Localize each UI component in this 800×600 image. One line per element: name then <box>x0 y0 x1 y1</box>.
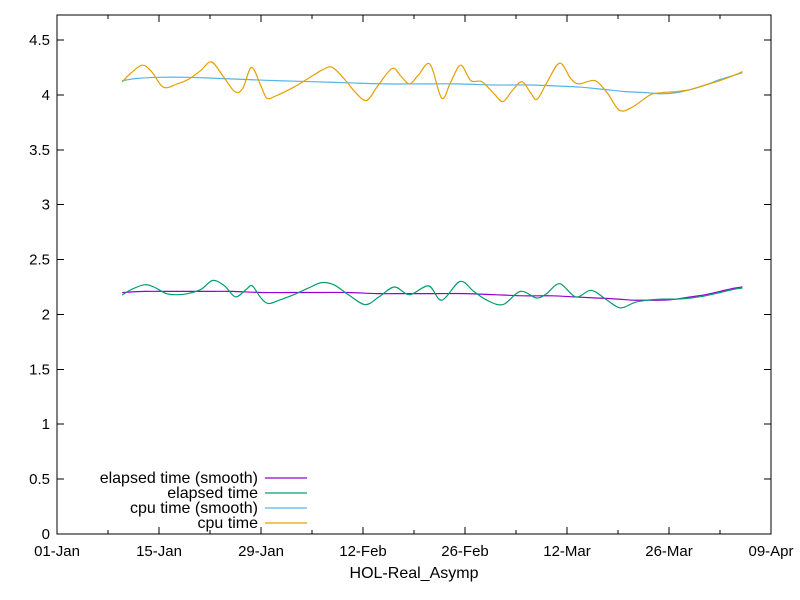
x-tick-label: 29-Jan <box>238 543 284 560</box>
legend-label-cpu-time: cpu time <box>198 515 259 532</box>
y-tick-label: 4 <box>42 87 50 104</box>
y-tick-label: 2 <box>42 306 50 323</box>
legend-label-elapsed-time-smooth: elapsed time (smooth) <box>100 470 258 487</box>
legend-entry-cpu-time-smooth: cpu time (smooth) <box>130 500 307 517</box>
legend-entry-cpu-time: cpu time <box>198 515 307 532</box>
x-tick-label: 12-Feb <box>339 543 387 560</box>
x-tick-label: 12-Mar <box>543 543 591 560</box>
series-line-elapsed-time-smooth <box>122 286 743 301</box>
y-tick-label: 0.5 <box>29 471 50 488</box>
axis-tick-labels: 01-Jan 15-Jan 29-Jan 12-Feb 26-Feb 12-Mar 26-M… <box>29 32 793 560</box>
x-tick-label: 15-Jan <box>136 543 182 560</box>
y-tick-label: 1 <box>42 416 50 433</box>
y-tick-label: 0 <box>42 526 50 543</box>
axis-ticks <box>56 15 772 535</box>
y-tick-label: 2.5 <box>29 252 50 269</box>
legend-label-elapsed-time: elapsed time <box>167 485 258 502</box>
y-tick-label: 3 <box>42 197 50 214</box>
x-tick-label: 09-Apr <box>748 543 793 560</box>
x-tick-label: 26-Mar <box>645 543 693 560</box>
y-tick-label: 4.5 <box>29 32 50 49</box>
legend-entry-elapsed-time-smooth: elapsed time (smooth) <box>100 470 307 487</box>
series-line-elapsed-time <box>122 279 743 309</box>
x-tick-label: 01-Jan <box>34 543 80 560</box>
legend-label-cpu-time-smooth: cpu time (smooth) <box>130 500 258 517</box>
legend-entry-elapsed-time: elapsed time <box>167 485 307 502</box>
series-lines <box>122 61 743 309</box>
x-axis-title: HOL-Real_Asymp <box>350 565 479 582</box>
series-line-cpu-time <box>122 61 743 112</box>
y-tick-label: 1.5 <box>29 361 50 378</box>
y-tick-label: 3.5 <box>29 142 50 159</box>
x-tick-label: 26-Feb <box>441 543 489 560</box>
